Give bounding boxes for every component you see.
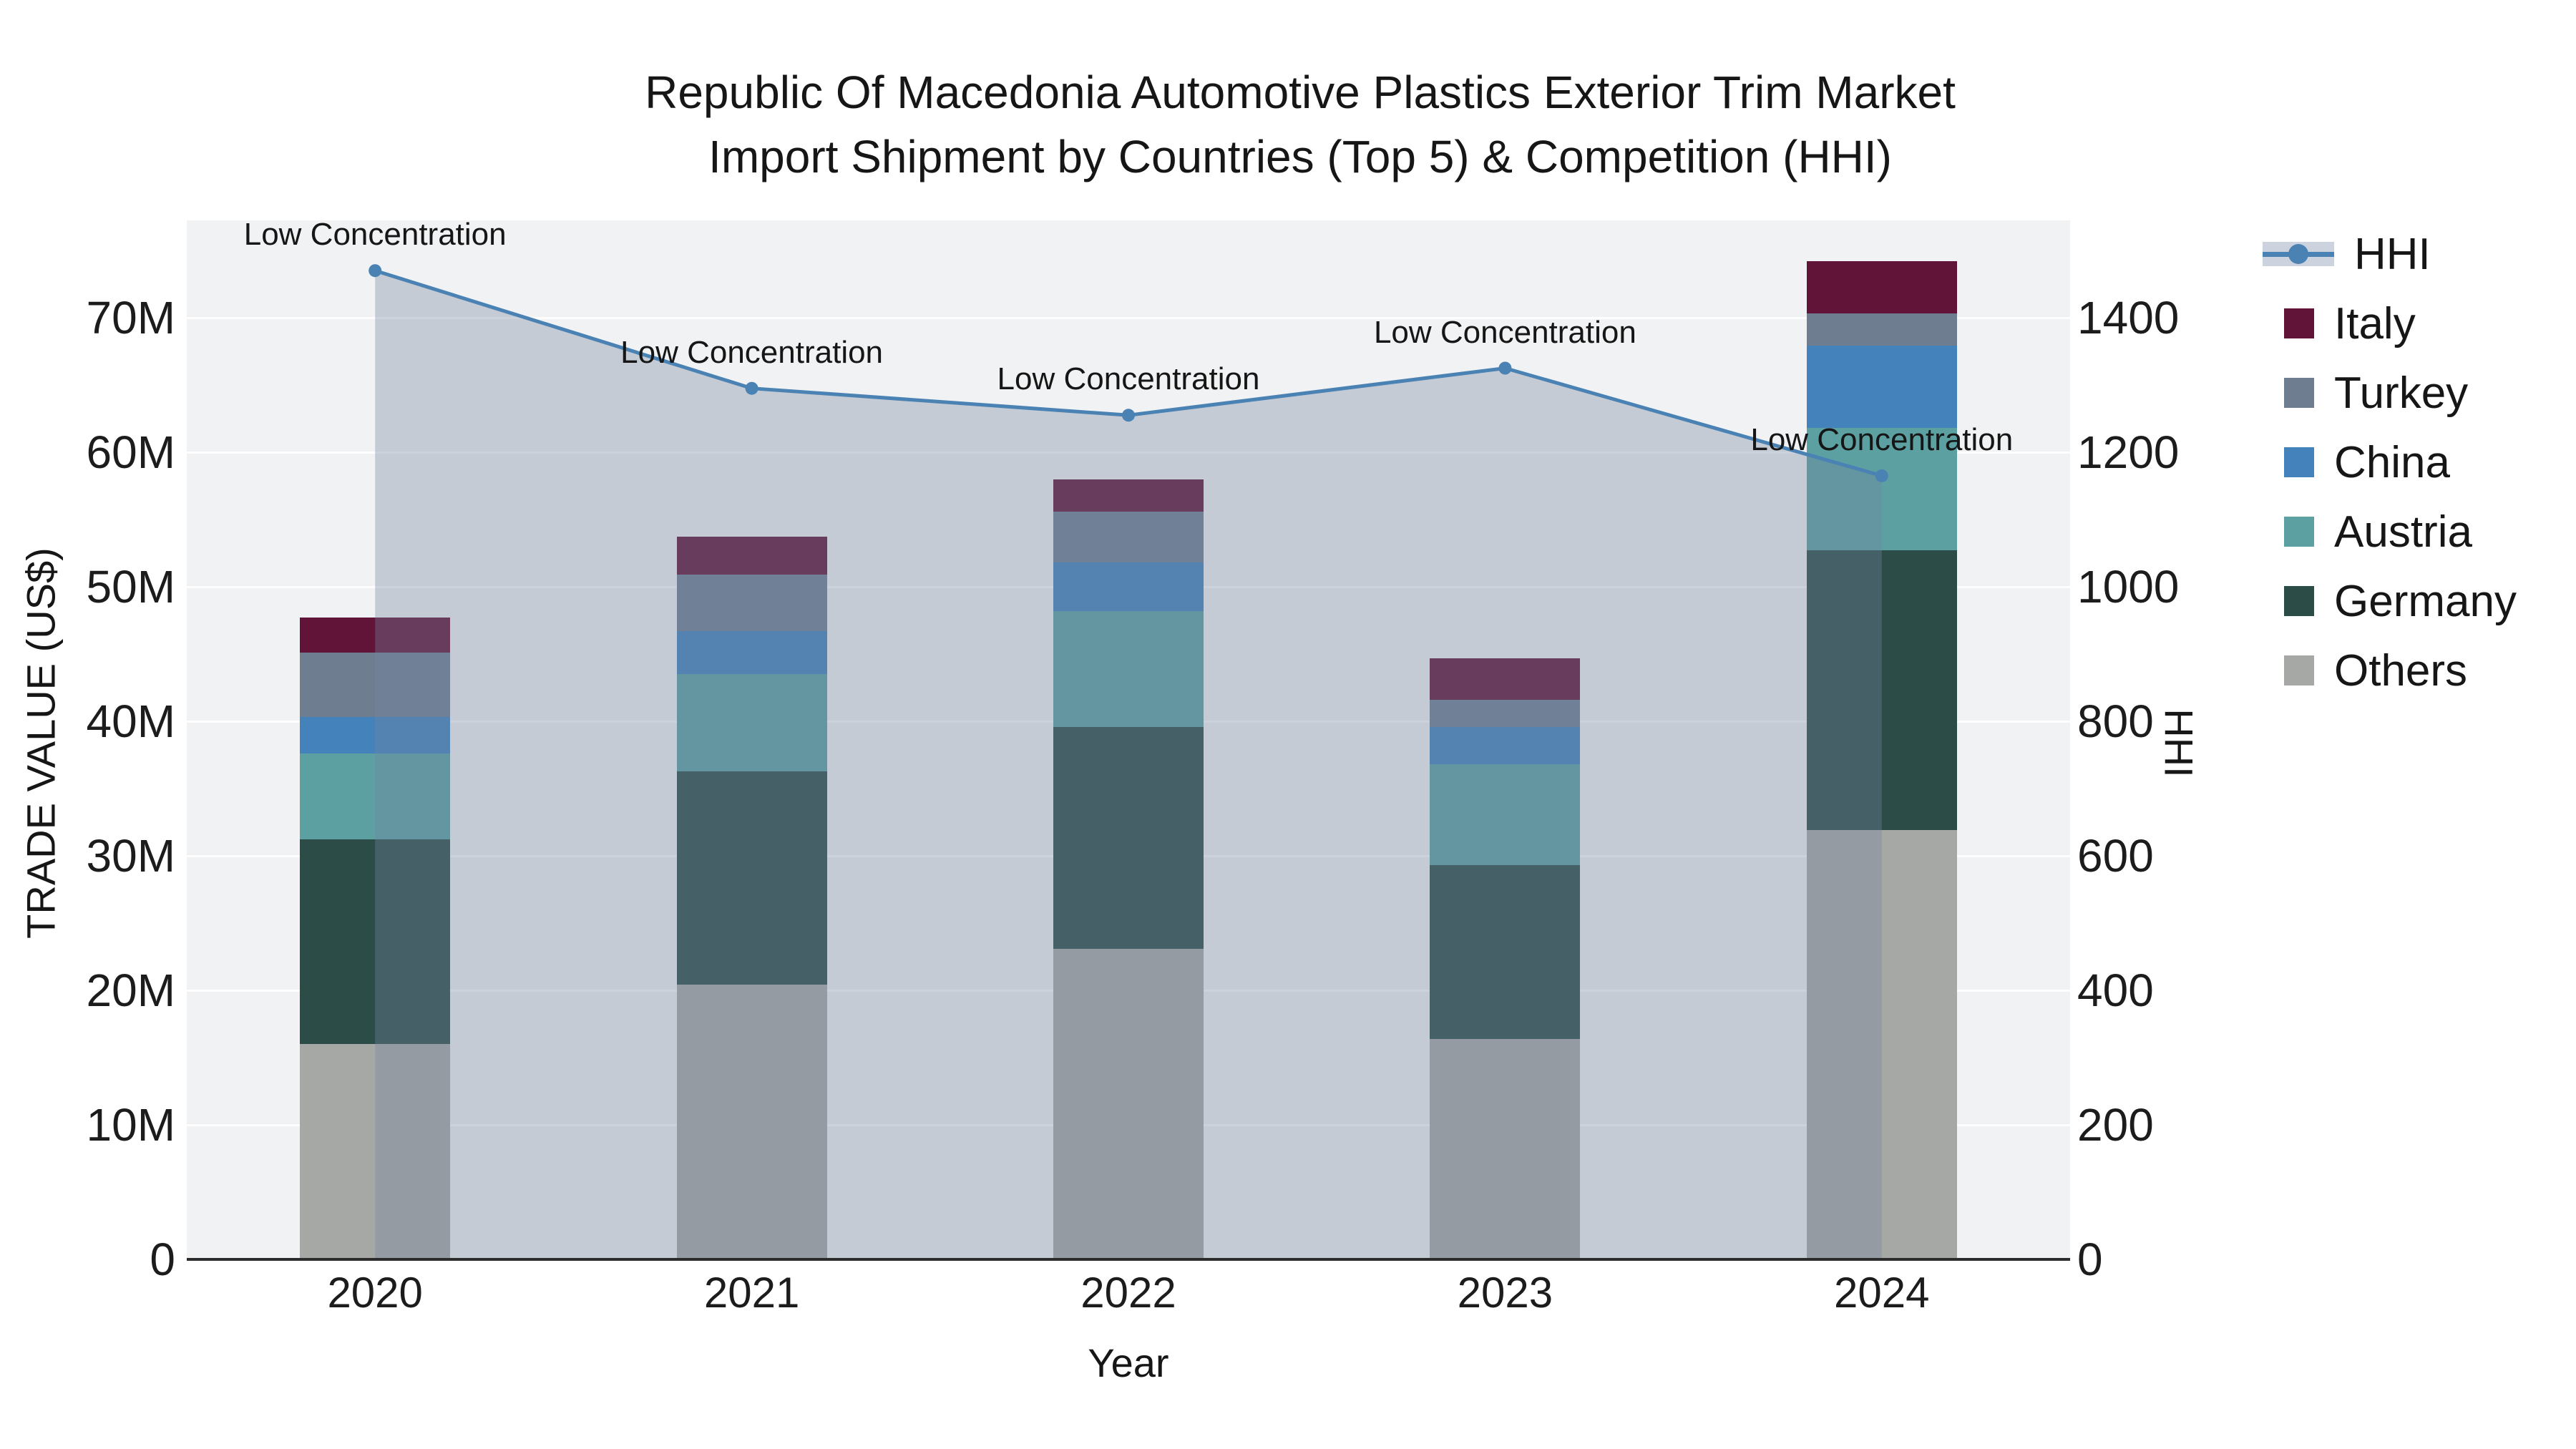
legend-label-italy: Italy [2334,298,2416,348]
legend-color-swatch-austria [2284,517,2314,547]
y-right-tick-400: 400 [2077,965,2154,1016]
bar-segment-austria-2020[interactable] [300,753,451,840]
bar-segment-italy-2024[interactable] [1806,261,1957,314]
annotation-low-concentration-2023: Low Concentration [1373,314,1636,350]
chart-title-line1: Republic Of Macedonia Automotive Plastic… [645,67,1956,118]
legend-label-others: Others [2334,645,2468,696]
x-tick-2023: 2023 [1457,1269,1553,1317]
legend-label-germany: Germany [2334,576,2517,626]
bar-segment-austria-2022[interactable] [1053,610,1204,727]
x-tick-2022: 2022 [1080,1269,1176,1317]
y-right-tick-1000: 1000 [2077,561,2180,613]
y-left-tick-60M: 60M [86,426,176,478]
y-right-tick-1200: 1200 [2077,426,2180,478]
bar-segment-austria-2023[interactable] [1430,764,1581,866]
bar-segment-germany-2021[interactable] [676,771,827,985]
legend-label-hhi: HHI [2354,229,2431,279]
bar-segment-germany-2024[interactable] [1806,550,1957,831]
bar-segment-others-2023[interactable] [1430,1038,1581,1259]
bar-segment-turkey-2024[interactable] [1806,313,1957,346]
y-right-tick-800: 800 [2077,696,2154,747]
y-left-tick-0: 0 [150,1234,175,1285]
bar-segment-germany-2022[interactable] [1053,726,1204,949]
bar-segment-china-2020[interactable] [300,717,451,754]
chart-title-line2: Import Shipment by Countries (Top 5) & C… [708,131,1892,182]
bar-segment-others-2024[interactable] [1806,830,1957,1259]
legend-item-austria[interactable]: Austria [2254,507,2472,557]
y-right-tick-600: 600 [2077,830,2154,882]
bar-segment-italy-2021[interactable] [676,537,827,575]
legend-item-china[interactable]: China [2254,437,2450,487]
annotation-low-concentration-2022: Low Concentration [997,361,1260,397]
bar-segment-china-2022[interactable] [1053,562,1204,611]
y-left-tick-30M: 30M [86,830,176,882]
y-right-tick-1400: 1400 [2077,292,2180,343]
annotation-low-concentration-2020: Low Concentration [243,217,507,253]
legend-color-swatch-turkey [2284,378,2314,408]
x-tick-2021: 2021 [703,1269,800,1317]
legend-label-china: China [2334,437,2450,487]
x-axis-line [187,1258,2070,1261]
bar-segment-others-2021[interactable] [676,985,827,1259]
legend-hhi-line-icon [2263,242,2334,266]
gridline-70M [187,317,2070,319]
legend-item-turkey[interactable]: Turkey [2254,368,2468,418]
legend-item-others[interactable]: Others [2254,645,2467,696]
annotation-low-concentration-2024: Low Concentration [1750,421,2014,457]
legend-item-germany[interactable]: Germany [2254,576,2517,626]
y-left-tick-20M: 20M [86,965,176,1016]
bar-segment-germany-2020[interactable] [300,839,451,1045]
bar-segment-turkey-2022[interactable] [1053,511,1204,563]
bar-segment-italy-2023[interactable] [1430,658,1581,700]
y-right-tick-0: 0 [2077,1234,2103,1285]
y-left-tick-10M: 10M [86,1099,176,1151]
legend-label-turkey: Turkey [2334,368,2469,418]
bar-segment-china-2021[interactable] [676,631,827,675]
bar-segment-austria-2021[interactable] [676,674,827,771]
bar-segment-turkey-2020[interactable] [300,653,451,718]
legend-color-swatch-china [2284,447,2314,477]
y-left-tick-40M: 40M [86,696,176,747]
bar-segment-china-2023[interactable] [1430,726,1581,765]
bar-segment-italy-2022[interactable] [1053,479,1204,512]
bar-segment-others-2022[interactable] [1053,948,1204,1259]
legend-color-swatch-germany [2284,586,2314,616]
y-left-tick-50M: 50M [86,561,176,613]
bar-segment-turkey-2021[interactable] [676,575,827,632]
bar-segment-turkey-2023[interactable] [1430,699,1581,727]
legend-color-swatch-others [2284,655,2314,686]
legend-item-italy[interactable]: Italy [2254,298,2416,348]
y-right-tick-200: 200 [2077,1099,2154,1151]
x-tick-2024: 2024 [1834,1269,1930,1317]
bar-segment-germany-2023[interactable] [1430,865,1581,1039]
bar-segment-others-2020[interactable] [300,1044,451,1259]
legend-label-austria: Austria [2334,507,2472,557]
legend-item-hhi[interactable]: HHI [2254,229,2431,279]
y-left-tick-70M: 70M [86,292,176,343]
bar-segment-italy-2020[interactable] [300,618,451,653]
x-axis-title: Year [1088,1340,1169,1385]
bar-segment-china-2024[interactable] [1806,346,1957,429]
x-tick-2020: 2020 [327,1269,423,1317]
legend-color-swatch-italy [2284,308,2314,338]
